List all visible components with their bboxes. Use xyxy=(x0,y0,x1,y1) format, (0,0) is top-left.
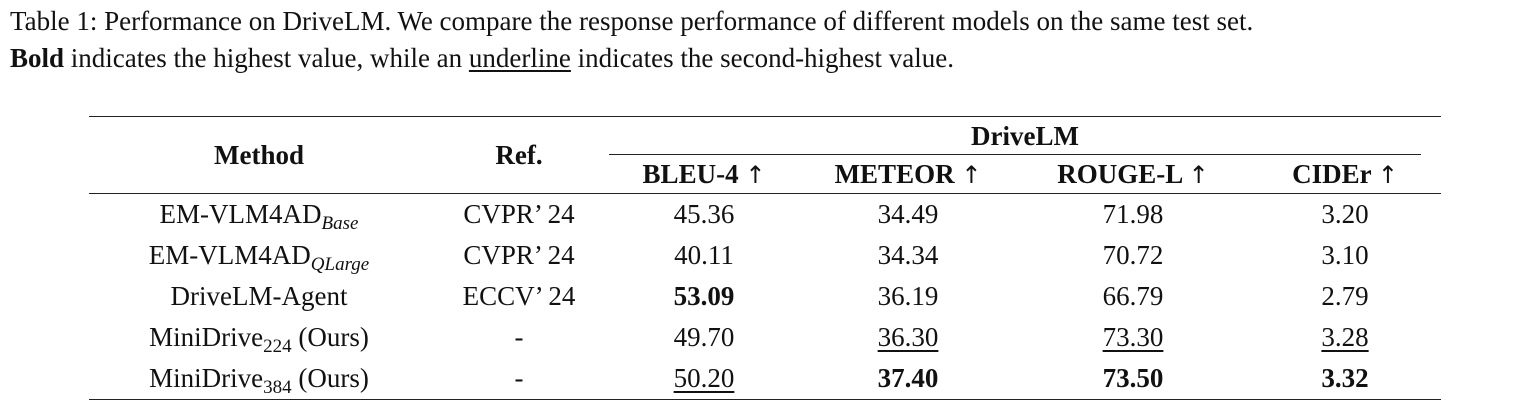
table-body: EM-VLM4ADBase CVPR’ 24 45.36 34.49 71.98 3.20… xyxy=(89,194,1442,400)
method-cell: MiniDrive224 (Ours) xyxy=(89,317,429,358)
caption-text-b: indicates the second-highest value. xyxy=(570,43,955,73)
table-row: MiniDrive224 (Ours) - 49.70 36.30 73.30 3.28 xyxy=(89,317,1441,358)
metric-value: 34.34 xyxy=(877,240,939,270)
metric-value-cell: 40.11 xyxy=(609,235,799,276)
metric-value-cell: 50.20 xyxy=(609,358,799,400)
caption-bold-word: Bold xyxy=(10,43,65,73)
metric-value-cell: 3.10 xyxy=(1249,235,1441,276)
up-arrow-icon: ↑ xyxy=(1188,160,1209,189)
metric-label: ROUGE-L xyxy=(1057,158,1189,189)
table-row: MiniDrive384 (Ours) - 50.20 37.40 73.50 3.32 xyxy=(89,358,1442,400)
caption-line-1: Table 1: Performance on DriveLM. We comp… xyxy=(10,6,1254,36)
metric-value-cell: 3.32 xyxy=(1249,358,1441,400)
metric-value-cell: 73.50 xyxy=(1017,358,1249,400)
ref-cell: - xyxy=(514,322,524,352)
metric-value: 73.30 xyxy=(1102,322,1164,352)
metric-value-cell: 36.19 xyxy=(799,276,1017,317)
header-metric-bleu-4: BLEU-4 ↑ xyxy=(609,155,799,194)
method-name: EM-VLM4AD xyxy=(159,199,322,229)
method-name: EM-VLM4AD xyxy=(148,240,311,270)
metric-value: 45.36 xyxy=(673,199,735,229)
up-arrow-icon: ↑ xyxy=(745,160,766,189)
metric-value: 66.79 xyxy=(1102,281,1164,311)
metric-label: METEOR xyxy=(834,158,962,189)
up-arrow-icon: ↑ xyxy=(961,160,982,189)
results-table: Method Ref. DriveLM BLEU-4 ↑ METEOR ↑ ROUG… xyxy=(89,116,1442,400)
metric-value: 2.79 xyxy=(1321,281,1369,311)
ref-cell: CVPR’ 24 xyxy=(463,240,575,270)
metric-value: 3.32 xyxy=(1321,363,1369,393)
method-name: MiniDrive xyxy=(149,363,264,393)
caption-line-2: Bold indicates the highest value, while … xyxy=(10,40,1525,77)
method-subscript: 384 xyxy=(263,377,292,398)
metric-value: 49.70 xyxy=(673,322,735,352)
metric-value: 70.72 xyxy=(1102,240,1164,270)
table-row: DriveLM-Agent ECCV’ 24 53.09 36.19 66.79 2.79 xyxy=(89,276,1441,317)
caption-text-a: indicates the highest value, while an xyxy=(64,43,469,73)
header-method: Method xyxy=(89,116,429,194)
metric-value-cell: 2.79 xyxy=(1249,276,1441,317)
metric-value: 3.28 xyxy=(1321,322,1369,352)
header-metric-rouge-l: ROUGE-L ↑ xyxy=(1017,155,1249,194)
metric-value-cell: 36.30 xyxy=(799,317,1017,358)
metric-value-cell: 3.28 xyxy=(1249,317,1441,358)
metric-value: 36.30 xyxy=(877,322,939,352)
header-group-drivelm: DriveLM xyxy=(609,117,1441,156)
metric-value-cell: 37.40 xyxy=(799,358,1017,400)
header-metric-cider: CIDEr ↑ xyxy=(1249,155,1441,194)
metric-value-cell: 73.30 xyxy=(1017,317,1249,358)
method-name: DriveLM-Agent xyxy=(170,281,348,311)
metric-value: 73.50 xyxy=(1102,363,1164,393)
metric-value: 3.10 xyxy=(1321,240,1369,270)
method-cell: EM-VLM4ADBase xyxy=(89,194,429,236)
table-caption: Table 1: Performance on DriveLM. We comp… xyxy=(10,3,1525,77)
method-subscript: 224 xyxy=(263,336,292,357)
ref-cell: - xyxy=(514,363,524,393)
metric-label: CIDEr xyxy=(1292,158,1378,189)
metric-value: 34.49 xyxy=(877,199,939,229)
ref-cell: CVPR’ 24 xyxy=(463,199,575,229)
metric-value-cell: 71.98 xyxy=(1017,194,1249,236)
metric-value: 71.98 xyxy=(1102,199,1164,229)
method-cell: DriveLM-Agent xyxy=(89,276,429,317)
table-row: EM-VLM4ADQLarge CVPR’ 24 40.11 34.34 70.72 3.… xyxy=(89,235,1441,276)
ref-cell: ECCV’ 24 xyxy=(462,281,576,311)
method-subscript: Base xyxy=(321,213,359,234)
method-cell: MiniDrive384 (Ours) xyxy=(89,358,429,400)
method-subscript: QLarge xyxy=(310,254,370,275)
metric-value-cell: 70.72 xyxy=(1017,235,1249,276)
method-suffix: (Ours) xyxy=(291,363,369,393)
results-table-container: Method Ref. DriveLM BLEU-4 ↑ METEOR ↑ ROUG… xyxy=(89,116,1442,400)
metric-value: 36.19 xyxy=(877,281,939,311)
metric-value-cell: 34.34 xyxy=(799,235,1017,276)
metric-value: 37.40 xyxy=(877,363,939,393)
header-ref: Ref. xyxy=(429,116,609,194)
metric-value: 50.20 xyxy=(673,363,735,393)
metric-value-cell: 34.49 xyxy=(799,194,1017,236)
header-metric-meteor: METEOR ↑ xyxy=(799,155,1017,194)
method-cell: EM-VLM4ADQLarge xyxy=(89,235,429,276)
up-arrow-icon: ↑ xyxy=(1377,160,1398,189)
table-row: EM-VLM4ADBase CVPR’ 24 45.36 34.49 71.98 3.20 xyxy=(89,194,1441,236)
metric-value-cell: 45.36 xyxy=(609,194,799,236)
metric-header-row: BLEU-4 ↑ METEOR ↑ ROUGE-L ↑ CIDEr ↑ xyxy=(89,155,1442,194)
metric-value: 53.09 xyxy=(673,281,735,311)
metric-value-cell: 3.20 xyxy=(1249,194,1441,236)
metric-value-cell: 53.09 xyxy=(609,276,799,317)
metric-value-cell: 49.70 xyxy=(609,317,799,358)
caption-underline-word: underline xyxy=(468,43,571,73)
metric-value: 3.20 xyxy=(1321,199,1369,229)
method-name: MiniDrive xyxy=(149,322,264,352)
metric-value-cell: 66.79 xyxy=(1017,276,1249,317)
method-suffix: (Ours) xyxy=(291,322,369,352)
metric-value: 40.11 xyxy=(674,240,734,270)
metric-label: BLEU-4 xyxy=(642,158,746,189)
